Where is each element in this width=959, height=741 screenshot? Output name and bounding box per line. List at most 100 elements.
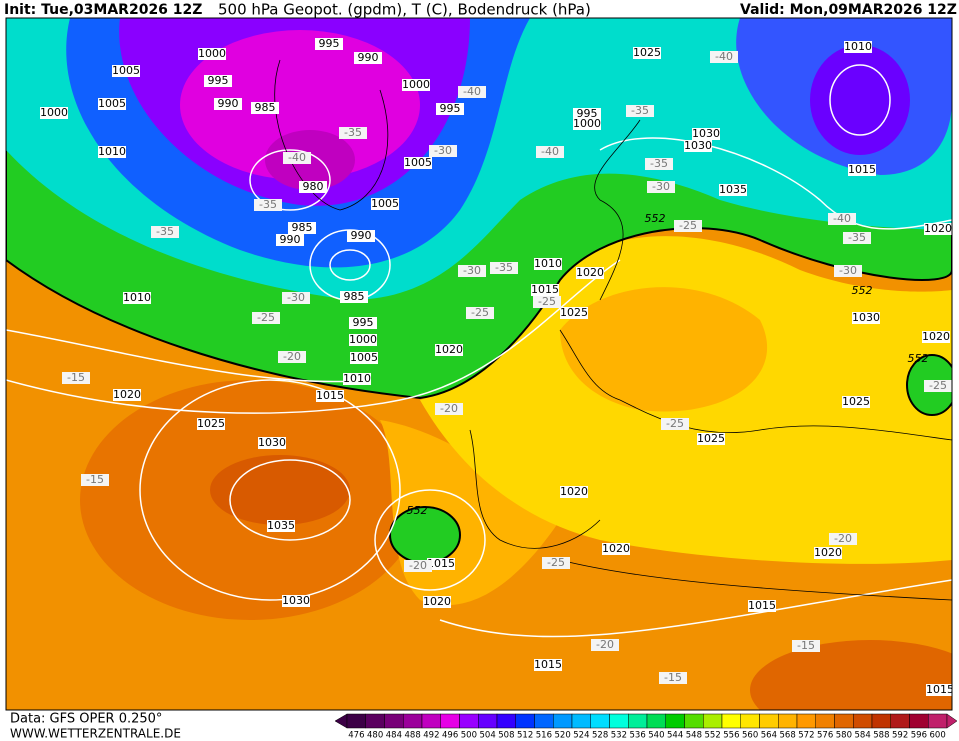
colorbar-label: 536 <box>630 731 646 741</box>
pressure-label: 1025 <box>842 395 870 408</box>
temperature-label: -30 <box>839 264 857 277</box>
pressure-label: 985 <box>292 221 313 234</box>
label-box <box>40 107 68 119</box>
pressure-label: 1030 <box>692 127 720 140</box>
label-box <box>719 184 747 196</box>
label-box <box>404 560 432 572</box>
label-box <box>542 557 570 569</box>
temperature-label: -20 <box>834 532 852 545</box>
label-box <box>98 98 126 110</box>
temperature-label: -40 <box>288 151 306 164</box>
label-box <box>204 75 232 87</box>
colorbar-swatch <box>909 713 929 729</box>
label-box <box>278 351 306 363</box>
label-box <box>151 226 179 238</box>
label-box <box>661 418 689 430</box>
colorbar-arrow-right <box>946 713 958 729</box>
pressure-label: 1030 <box>258 436 286 449</box>
colorbar-swatch <box>778 713 798 729</box>
colorbar-swatch <box>496 713 516 729</box>
pressure-label: 1000 <box>402 78 430 91</box>
label-box <box>458 265 486 277</box>
colorbar-swatch <box>384 713 404 729</box>
label-box <box>123 292 151 304</box>
pressure-label: 1000 <box>349 333 377 346</box>
colorbar-label: 576 <box>817 731 833 741</box>
pressure-label: 1015 <box>316 389 344 402</box>
label-box <box>299 181 327 193</box>
colorbar-label: 492 <box>423 731 439 741</box>
label-box <box>427 558 455 570</box>
temperature-label: -35 <box>848 231 866 244</box>
label-box <box>349 317 377 329</box>
label-box <box>288 222 316 234</box>
colorbar-swatch <box>759 713 779 729</box>
temperature-label: -30 <box>463 264 481 277</box>
map-frame <box>5 17 953 711</box>
temperature-label: -40 <box>833 212 851 225</box>
label-box <box>254 199 282 211</box>
colorbar-label: 484 <box>386 731 402 741</box>
pressure-label: 1010 <box>534 257 562 270</box>
label-box <box>339 127 367 139</box>
colorbar-label: 476 <box>348 731 364 741</box>
label-box <box>252 312 280 324</box>
label-box <box>534 659 562 671</box>
pressure-label: 1025 <box>560 306 588 319</box>
colorbar-label: 516 <box>536 731 552 741</box>
colorbar-label: 480 <box>367 731 383 741</box>
label-box <box>748 600 776 612</box>
pressure-label: 1015 <box>534 658 562 671</box>
label-box <box>828 213 856 225</box>
label-box <box>404 157 432 169</box>
isobar <box>6 259 621 414</box>
pressure-label: 1005 <box>404 156 432 169</box>
colorbar-label: 496 <box>442 731 458 741</box>
pressure-label: 980 <box>303 180 324 193</box>
label-box <box>533 296 561 308</box>
label-box <box>198 48 226 60</box>
colorbar-label: 584 <box>855 731 871 741</box>
label-box <box>843 232 871 244</box>
map-title: 500 hPa Geopot. (gpdm), T (C), Bodendruc… <box>218 1 591 19</box>
label-box <box>560 486 588 498</box>
pressure-label: 985 <box>255 101 276 114</box>
pressure-label: 1020 <box>922 330 950 343</box>
temperature-label: -15 <box>664 671 682 684</box>
pressure-label: 990 <box>218 97 239 110</box>
height-label: 552 <box>407 504 428 517</box>
pressure-label: 1035 <box>267 519 295 532</box>
colorbar-swatch <box>403 713 423 729</box>
colorbar-swatch <box>815 713 835 729</box>
colorbar-swatch <box>534 713 554 729</box>
coastlines <box>274 59 952 601</box>
init-time: Init: Tue,03MAR2026 12Z <box>4 2 202 18</box>
coastline <box>559 559 952 601</box>
label-box <box>645 158 673 170</box>
field-light-orange <box>560 287 768 412</box>
pressure-label: 1000 <box>40 106 68 119</box>
pressure-label: 1015 <box>926 683 954 696</box>
colorbar-swatch <box>440 713 460 729</box>
temperature-label: -25 <box>547 556 565 569</box>
temperature-label: -35 <box>650 157 668 170</box>
pressure-label: 1035 <box>719 183 747 196</box>
label-box <box>267 520 295 532</box>
pressure-label: 995 <box>440 102 461 115</box>
pressure-label: 1010 <box>844 40 872 53</box>
label-box <box>531 284 559 296</box>
height-label: 552 <box>852 284 873 297</box>
label-box <box>829 533 857 545</box>
pressure-label: 995 <box>208 74 229 87</box>
colorbar-swatch <box>421 713 441 729</box>
label-box <box>692 128 720 140</box>
label-box <box>626 105 654 117</box>
pressure-label: 985 <box>344 290 365 303</box>
colorbar-label: 560 <box>742 731 758 741</box>
temperature-label: -35 <box>631 104 649 117</box>
label-box <box>113 389 141 401</box>
label-box <box>844 41 872 53</box>
field-red-orange <box>210 455 350 525</box>
label-box <box>112 65 140 77</box>
